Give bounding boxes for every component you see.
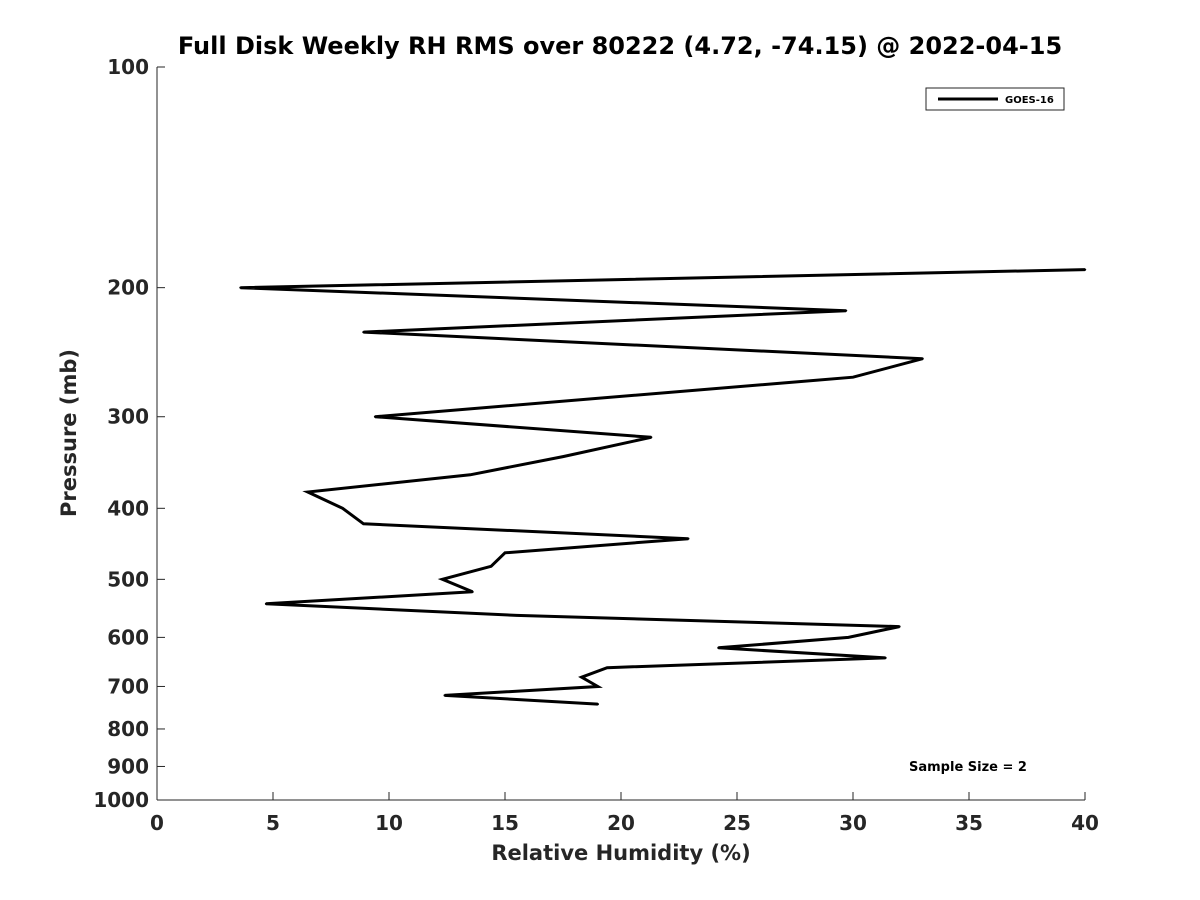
data-point-goes-16-16 (441, 578, 444, 581)
x-tick-label-40: 40 (1071, 811, 1099, 835)
data-point-goes-16-12 (362, 522, 365, 526)
data-point-goes-16-25 (580, 676, 583, 679)
legend-label-goes-16: GOES-16 (1005, 95, 1054, 106)
x-tick-label-35: 35 (955, 811, 983, 835)
data-point-goes-16-18 (264, 602, 268, 606)
legend: GOES-16 (925, 87, 1065, 111)
data-point-goes-16-6 (373, 415, 377, 418)
x-tick-label-5: 5 (266, 811, 280, 835)
y-tick-label-900: 900 (107, 754, 149, 778)
x-tick-label-10: 10 (375, 811, 403, 835)
x-tick-label-25: 25 (723, 811, 751, 835)
y-axis-label: Pressure (mb) (57, 349, 81, 517)
data-point-goes-16-15 (489, 565, 493, 568)
data-point-goes-16-3 (362, 330, 365, 334)
data-point-goes-16-9 (469, 473, 472, 476)
data-point-goes-16-13 (687, 537, 690, 540)
data-point-goes-16-21 (847, 636, 850, 639)
data-point-goes-16-17 (471, 590, 474, 594)
data-point-goes-16-19 (515, 614, 518, 617)
y-tick-label-1000: 1000 (93, 788, 149, 812)
data-point-goes-16-0 (1083, 268, 1087, 271)
x-axis-label: Relative Humidity (%) (491, 841, 750, 865)
data-point-goes-16-28 (596, 702, 599, 706)
data-point-goes-16-23 (884, 656, 887, 660)
data-point-goes-16-27 (443, 694, 446, 697)
sample-size-annotation: Sample Size = 2 (909, 760, 1027, 775)
x-ticks: 0 5 10 15 20 25 30 35 40 (150, 792, 1099, 835)
data-point-goes-16-2 (844, 309, 848, 312)
data-point-goes-16-4 (921, 357, 924, 360)
data-point-goes-16-14 (503, 551, 507, 555)
y-tick-label-200: 200 (107, 276, 149, 300)
x-tick-label-0: 0 (150, 811, 164, 835)
y-ticks: 100 200 300 400 500 600 700 800 900 1000 (93, 55, 165, 812)
data-point-goes-16-1 (239, 286, 242, 289)
y-tick-label-700: 700 (107, 674, 149, 698)
y-tick-label-100: 100 (107, 55, 149, 79)
data-point-goes-16-26 (596, 685, 599, 688)
data-point-goes-16-24 (605, 666, 609, 669)
series-layer (239, 268, 1087, 706)
series-line-goes-16 (240, 268, 1086, 706)
y-tick-label-600: 600 (107, 625, 149, 649)
data-point-goes-16-20 (898, 625, 901, 628)
x-tick-label-20: 20 (607, 811, 635, 835)
y-tick-label-300: 300 (107, 405, 149, 429)
axes (156, 67, 1085, 801)
data-point-goes-16-11 (341, 507, 344, 510)
y-tick-label-500: 500 (107, 567, 149, 591)
chart-title: Full Disk Weekly RH RMS over 80222 (4.72… (178, 32, 1062, 60)
data-point-goes-16-7 (649, 436, 653, 439)
data-point-goes-16-5 (851, 376, 855, 379)
x-tick-label-15: 15 (491, 811, 519, 835)
data-point-goes-16-22 (717, 646, 720, 650)
y-tick-label-400: 400 (107, 496, 149, 520)
x-tick-label-30: 30 (839, 811, 867, 835)
y-tick-label-800: 800 (107, 717, 149, 741)
data-point-goes-16-10 (306, 490, 309, 494)
data-point-goes-16-8 (561, 455, 565, 458)
